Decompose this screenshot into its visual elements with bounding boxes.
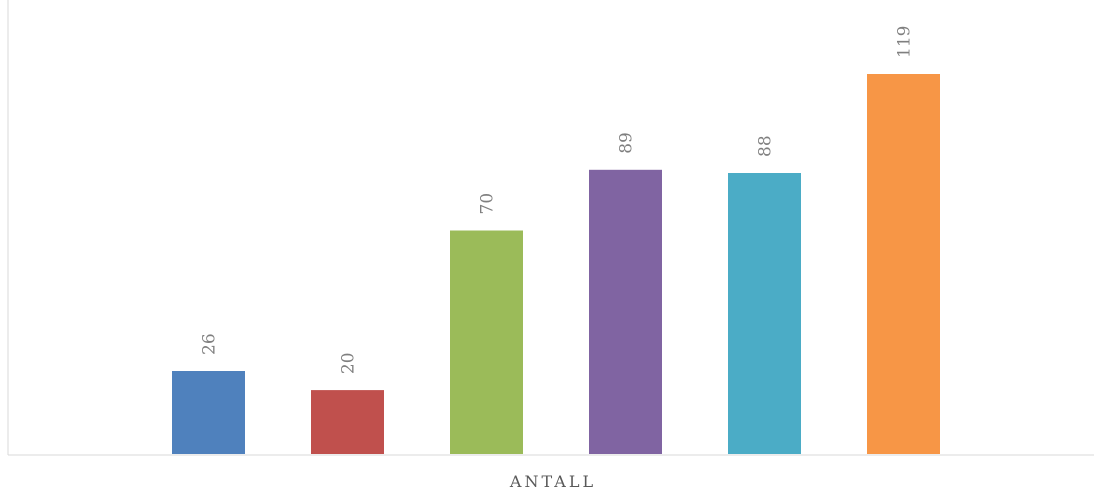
data-label-4: 89 (617, 132, 637, 154)
bar-1 (172, 371, 245, 454)
bar-3 (450, 230, 523, 454)
data-labels-group: 26 20 70 89 88 119 (200, 26, 915, 375)
bar-2 (311, 390, 384, 454)
bar-5 (728, 173, 801, 454)
bars-group (172, 74, 940, 455)
data-label-6: 119 (895, 26, 915, 58)
bar-4 (589, 169, 662, 455)
bar-6 (867, 74, 940, 454)
data-label-5: 88 (756, 135, 776, 157)
data-label-3: 70 (478, 193, 498, 215)
data-label-1: 26 (200, 333, 220, 355)
data-label-2: 20 (339, 352, 359, 374)
category-label: ANTALL (509, 472, 596, 491)
